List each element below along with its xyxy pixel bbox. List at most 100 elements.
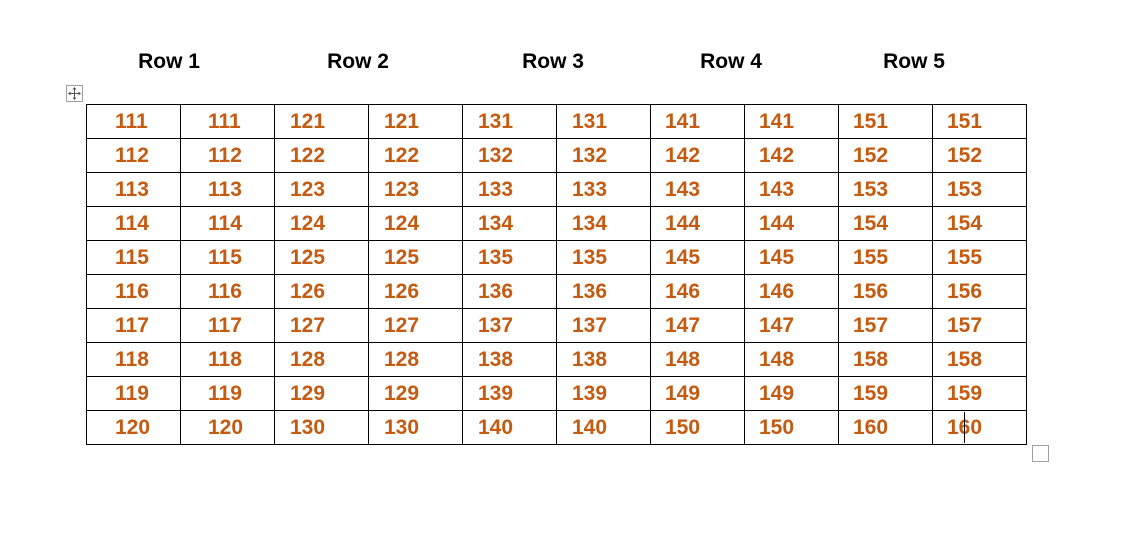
table-cell[interactable]: 121 xyxy=(274,104,369,139)
table-cell[interactable]: 160 xyxy=(838,410,933,445)
table-cell[interactable]: 124 xyxy=(274,206,369,241)
table-cell[interactable]: 158 xyxy=(838,342,933,377)
table-cell[interactable]: 124 xyxy=(368,206,463,241)
table-cell[interactable]: 144 xyxy=(650,206,745,241)
table-cell[interactable]: 159 xyxy=(932,376,1027,411)
table-cell[interactable]: 152 xyxy=(932,138,1027,173)
table-cell[interactable]: 151 xyxy=(932,104,1027,139)
table-cell[interactable]: 135 xyxy=(556,240,651,275)
table-cell[interactable]: 156 xyxy=(932,274,1027,309)
table-cell[interactable]: 129 xyxy=(368,376,463,411)
table-cell[interactable]: 134 xyxy=(556,206,651,241)
table-cell[interactable]: 148 xyxy=(744,342,839,377)
table-cell[interactable]: 142 xyxy=(744,138,839,173)
table-cell[interactable]: 133 xyxy=(462,172,557,207)
table-cell[interactable]: 118 xyxy=(86,342,181,377)
table-cell[interactable]: 144 xyxy=(744,206,839,241)
table-cell[interactable]: 116 xyxy=(86,274,181,309)
table-cell[interactable]: 155 xyxy=(932,240,1027,275)
table-cell[interactable]: 114 xyxy=(180,206,275,241)
table-cell[interactable]: 147 xyxy=(650,308,745,343)
table-cell[interactable]: 120 xyxy=(86,410,181,445)
table-cell[interactable]: 160 xyxy=(932,410,1027,445)
table-cell[interactable]: 119 xyxy=(86,376,181,411)
table-cell[interactable]: 123 xyxy=(368,172,463,207)
table-cell[interactable]: 145 xyxy=(650,240,745,275)
table-cell[interactable]: 111 xyxy=(86,104,181,139)
table-move-handle[interactable] xyxy=(66,85,83,102)
table-cell[interactable]: 138 xyxy=(462,342,557,377)
table-cell[interactable]: 131 xyxy=(556,104,651,139)
table-cell[interactable]: 156 xyxy=(838,274,933,309)
table-cell[interactable]: 123 xyxy=(274,172,369,207)
table-cell[interactable]: 154 xyxy=(932,206,1027,241)
table-cell[interactable]: 140 xyxy=(462,410,557,445)
table-cell[interactable]: 135 xyxy=(462,240,557,275)
table-cell[interactable]: 122 xyxy=(274,138,369,173)
table-cell[interactable]: 132 xyxy=(462,138,557,173)
table-cell[interactable]: 128 xyxy=(368,342,463,377)
table-cell[interactable]: 128 xyxy=(274,342,369,377)
table-cell[interactable]: 138 xyxy=(556,342,651,377)
table-cell[interactable]: 158 xyxy=(932,342,1027,377)
table-cell[interactable]: 159 xyxy=(838,376,933,411)
table-cell[interactable]: 153 xyxy=(932,172,1027,207)
table-cell[interactable]: 115 xyxy=(180,240,275,275)
table-cell[interactable]: 125 xyxy=(274,240,369,275)
table-cell[interactable]: 136 xyxy=(462,274,557,309)
table-cell[interactable]: 137 xyxy=(462,308,557,343)
table-cell[interactable]: 146 xyxy=(744,274,839,309)
table-cell[interactable]: 157 xyxy=(838,308,933,343)
table-cell[interactable]: 113 xyxy=(86,172,181,207)
table-cell[interactable]: 149 xyxy=(744,376,839,411)
table-cell[interactable]: 117 xyxy=(86,308,181,343)
table-cell[interactable]: 154 xyxy=(838,206,933,241)
table-cell[interactable]: 131 xyxy=(462,104,557,139)
table-cell[interactable]: 130 xyxy=(368,410,463,445)
table-cell[interactable]: 127 xyxy=(274,308,369,343)
table-cell[interactable]: 140 xyxy=(556,410,651,445)
table-cell[interactable]: 145 xyxy=(744,240,839,275)
table-cell[interactable]: 139 xyxy=(556,376,651,411)
table-cell[interactable]: 136 xyxy=(556,274,651,309)
table-cell[interactable]: 141 xyxy=(744,104,839,139)
table-cell[interactable]: 111 xyxy=(180,104,275,139)
table-cell[interactable]: 151 xyxy=(838,104,933,139)
table-cell[interactable]: 113 xyxy=(180,172,275,207)
table-cell[interactable]: 112 xyxy=(180,138,275,173)
table-cell[interactable]: 143 xyxy=(650,172,745,207)
table-cell[interactable]: 130 xyxy=(274,410,369,445)
table-cell[interactable]: 129 xyxy=(274,376,369,411)
table-cell[interactable]: 150 xyxy=(650,410,745,445)
table-cell[interactable]: 141 xyxy=(650,104,745,139)
table-cell[interactable]: 133 xyxy=(556,172,651,207)
table-cell[interactable]: 116 xyxy=(180,274,275,309)
table-cell[interactable]: 118 xyxy=(180,342,275,377)
table-cell[interactable]: 127 xyxy=(368,308,463,343)
table-cell[interactable]: 132 xyxy=(556,138,651,173)
table-cell[interactable]: 149 xyxy=(650,376,745,411)
table-cell[interactable]: 125 xyxy=(368,240,463,275)
table-cell[interactable]: 152 xyxy=(838,138,933,173)
table-cell[interactable]: 139 xyxy=(462,376,557,411)
table-resize-handle[interactable] xyxy=(1032,445,1049,462)
table-cell[interactable]: 114 xyxy=(86,206,181,241)
table-cell[interactable]: 150 xyxy=(744,410,839,445)
table-cell[interactable]: 146 xyxy=(650,274,745,309)
table-cell[interactable]: 157 xyxy=(932,308,1027,343)
table-cell[interactable]: 148 xyxy=(650,342,745,377)
table-cell[interactable]: 137 xyxy=(556,308,651,343)
table-cell[interactable]: 155 xyxy=(838,240,933,275)
table-cell[interactable]: 117 xyxy=(180,308,275,343)
table-cell[interactable]: 112 xyxy=(86,138,181,173)
table-cell[interactable]: 143 xyxy=(744,172,839,207)
table-cell[interactable]: 121 xyxy=(368,104,463,139)
table-cell[interactable]: 147 xyxy=(744,308,839,343)
table-cell[interactable]: 153 xyxy=(838,172,933,207)
table-cell[interactable]: 122 xyxy=(368,138,463,173)
table-cell[interactable]: 134 xyxy=(462,206,557,241)
table-cell[interactable]: 115 xyxy=(86,240,181,275)
table-cell[interactable]: 119 xyxy=(180,376,275,411)
table-cell[interactable]: 126 xyxy=(368,274,463,309)
table-cell[interactable]: 126 xyxy=(274,274,369,309)
